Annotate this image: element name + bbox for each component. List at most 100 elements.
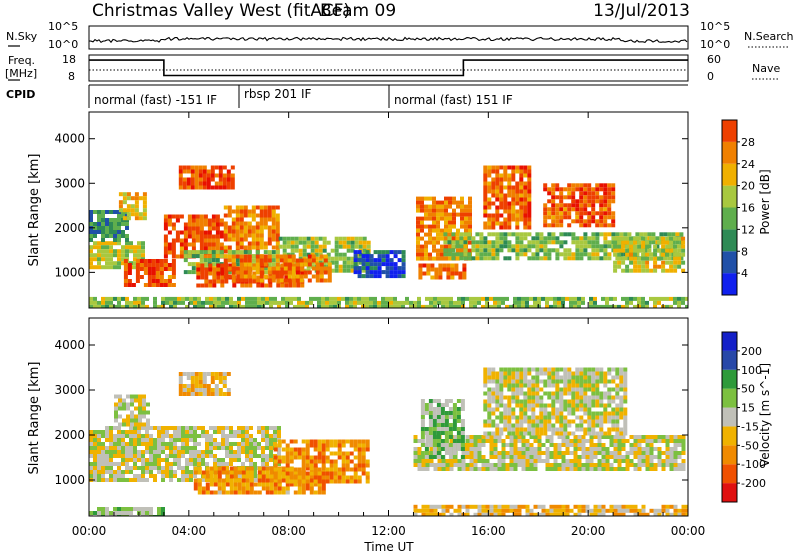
power-cell-0 <box>117 265 121 270</box>
power-cell-11 <box>555 252 560 257</box>
velocity-cell-5 <box>533 455 538 459</box>
velocity-cell-6 <box>587 431 592 436</box>
velocity-cell-6 <box>543 403 548 408</box>
velocity-cell-5 <box>537 443 542 447</box>
power-cell-9 <box>444 228 448 233</box>
power-cell-7 <box>235 254 240 259</box>
power-cell-5 <box>350 260 355 265</box>
velocity-cell-5 <box>637 467 642 471</box>
power-cell-12 <box>527 213 532 218</box>
power-cell-11 <box>503 232 508 237</box>
velocity-cell-0 <box>89 442 93 446</box>
velocity-cell-0 <box>153 446 157 450</box>
power-cell-18 <box>361 262 366 267</box>
power-cell-16 <box>122 208 127 213</box>
power-cell-9 <box>444 224 448 229</box>
velocity-cell-6 <box>535 395 540 400</box>
power-cell-13 <box>579 223 584 228</box>
velocity-cell-5 <box>521 439 526 443</box>
power-cell-7 <box>323 266 328 271</box>
velocity-cell-5 <box>501 447 506 451</box>
power-cell-18 <box>365 262 370 267</box>
power-cell-18 <box>397 266 402 271</box>
power-cell-17 <box>249 300 253 305</box>
power-cell-3 <box>251 213 256 218</box>
velocity-cell-3 <box>289 482 294 487</box>
velocity-cell-5 <box>637 447 642 451</box>
velocity-cell-0 <box>277 462 281 466</box>
power-cell-17 <box>137 296 141 301</box>
power-cell-17 <box>269 304 273 308</box>
power-cell-15 <box>89 238 93 242</box>
velocity-cell-0 <box>233 430 237 434</box>
velocity-cell-4 <box>285 475 290 480</box>
power-cell-2 <box>211 222 216 227</box>
velocity-cell-5 <box>525 467 530 471</box>
power-cell-4 <box>219 250 224 255</box>
power-cell-2 <box>183 238 188 243</box>
power-cell-17 <box>265 300 269 305</box>
velocity-cell-5 <box>441 467 446 471</box>
velocity-cell-0 <box>129 478 133 482</box>
power-cell-0 <box>125 241 129 246</box>
velocity-cell-5 <box>505 443 510 447</box>
power-cell-17 <box>433 300 437 305</box>
power-cell-3 <box>247 213 252 218</box>
velocity-cell-0 <box>245 450 249 454</box>
power-cell-9 <box>456 200 460 205</box>
velocity-cell-4 <box>345 463 350 468</box>
velocity-cell-6 <box>583 379 588 384</box>
power-cell-11 <box>595 252 600 257</box>
power-cell-17 <box>641 296 645 301</box>
velocity-cell-0 <box>193 450 197 454</box>
velocity-cell-6 <box>559 419 564 424</box>
velocity-cell-7 <box>444 431 449 435</box>
velocity-cell-0 <box>193 442 197 446</box>
power-cell-3 <box>251 229 256 234</box>
power-cell-4 <box>223 254 228 259</box>
velocity-cell-0 <box>97 462 101 466</box>
power-cell-17 <box>217 304 221 308</box>
velocity-cell-5 <box>601 459 606 463</box>
power-cell-0 <box>89 257 93 262</box>
power-cell-8 <box>190 177 195 182</box>
power-cell-3 <box>275 241 280 246</box>
power-cell-17 <box>257 300 261 305</box>
power-cell-11 <box>579 244 584 249</box>
velocity-cell-5 <box>625 467 630 471</box>
power-cell-5 <box>362 240 367 245</box>
velocity-cell-1 <box>130 394 134 399</box>
power-cell-12 <box>487 205 492 210</box>
power-cell-14 <box>625 240 630 245</box>
power-cell-9 <box>428 216 432 221</box>
power-cell-13 <box>595 211 600 216</box>
velocity-cell-5 <box>501 443 506 447</box>
velocity-cell-1 <box>138 422 142 427</box>
power-cell-18 <box>377 270 382 275</box>
velocity-cell-5 <box>477 435 482 439</box>
power-cell-8 <box>226 177 231 182</box>
velocity-cell-0 <box>189 450 193 454</box>
power-cell-3 <box>275 217 280 222</box>
velocity-cell-7 <box>432 423 437 427</box>
power-cell-8 <box>178 165 183 170</box>
power-cell-15 <box>97 230 101 234</box>
velocity-cell-6 <box>567 383 572 388</box>
power-cell-3 <box>259 237 264 242</box>
velocity-cell-6 <box>615 431 620 436</box>
velocity-cell-4 <box>337 455 342 460</box>
power-cell-5 <box>342 260 347 265</box>
power-cell-17 <box>577 296 581 301</box>
power-cell-11 <box>471 244 476 249</box>
power-cell-14 <box>637 256 642 261</box>
power-cell-17 <box>569 304 573 308</box>
velocity-cell-2 <box>178 380 183 384</box>
power-cell-11 <box>603 256 608 261</box>
power-cell-0 <box>133 253 137 258</box>
velocity-cell-6 <box>591 391 596 396</box>
power-cell-11 <box>595 232 600 237</box>
velocity-cell-5 <box>529 463 534 467</box>
power-cell-17 <box>473 296 477 301</box>
velocity-cell-4 <box>337 475 342 480</box>
power-cell-1 <box>139 259 144 263</box>
